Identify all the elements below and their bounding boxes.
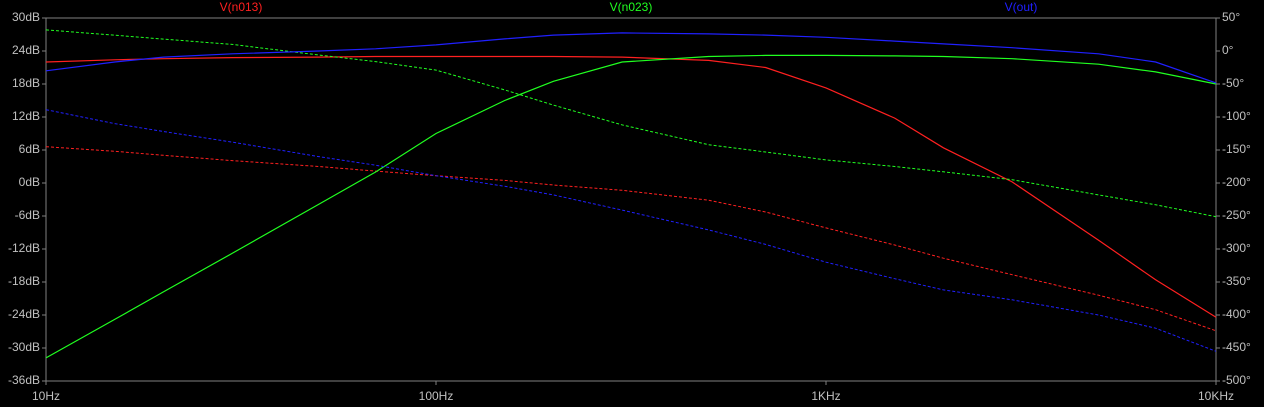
y2-tick-label: -400° <box>1222 307 1251 321</box>
x-tick-label: 10Hz <box>32 389 60 403</box>
y-tick-label: 30dB <box>12 10 40 24</box>
y-tick-label: 24dB <box>12 43 40 57</box>
y-tick-label: -12dB <box>8 241 40 255</box>
y2-tick-label: -350° <box>1222 274 1251 288</box>
y-tick-label: 18dB <box>12 76 40 90</box>
y2-tick-label: -50° <box>1222 76 1244 90</box>
x-tick-label: 100Hz <box>419 389 454 403</box>
y2-tick-label: -500° <box>1222 373 1251 387</box>
y2-tick-label: -300° <box>1222 241 1251 255</box>
y2-tick-label: -250° <box>1222 208 1251 222</box>
phase-trace <box>45 109 1217 352</box>
y2-tick-label: 0° <box>1222 43 1234 57</box>
y-tick-label: -18dB <box>8 274 40 288</box>
plot-frame <box>45 17 1217 382</box>
y-tick-label: -24dB <box>8 307 40 321</box>
x-tick-label: 10KHz <box>1198 389 1234 403</box>
y-tick-label: -30dB <box>8 340 40 354</box>
y2-tick-label: 50° <box>1222 10 1240 24</box>
y-tick-label: 12dB <box>12 109 40 123</box>
phase-trace <box>45 29 1217 218</box>
y-tick-label: 6dB <box>19 142 40 156</box>
y2-tick-label: -450° <box>1222 340 1251 354</box>
phase-trace <box>45 146 1217 332</box>
x-tick-label: 1KHz <box>811 389 840 403</box>
magnitude-trace <box>45 54 1217 359</box>
legend-entry: V(n023) <box>610 0 653 14</box>
magnitude-trace <box>45 32 1217 84</box>
y2-tick-label: -150° <box>1222 142 1251 156</box>
y2-tick-label: -200° <box>1222 175 1251 189</box>
y-tick-label: 0dB <box>19 175 40 189</box>
y-tick-label: -36dB <box>8 373 40 387</box>
legend-entry: V(out) <box>1005 0 1038 14</box>
magnitude-trace <box>45 55 1217 318</box>
y2-tick-label: -100° <box>1222 109 1251 123</box>
y-tick-label: -6dB <box>15 208 40 222</box>
legend-entry: V(n013) <box>220 0 263 14</box>
